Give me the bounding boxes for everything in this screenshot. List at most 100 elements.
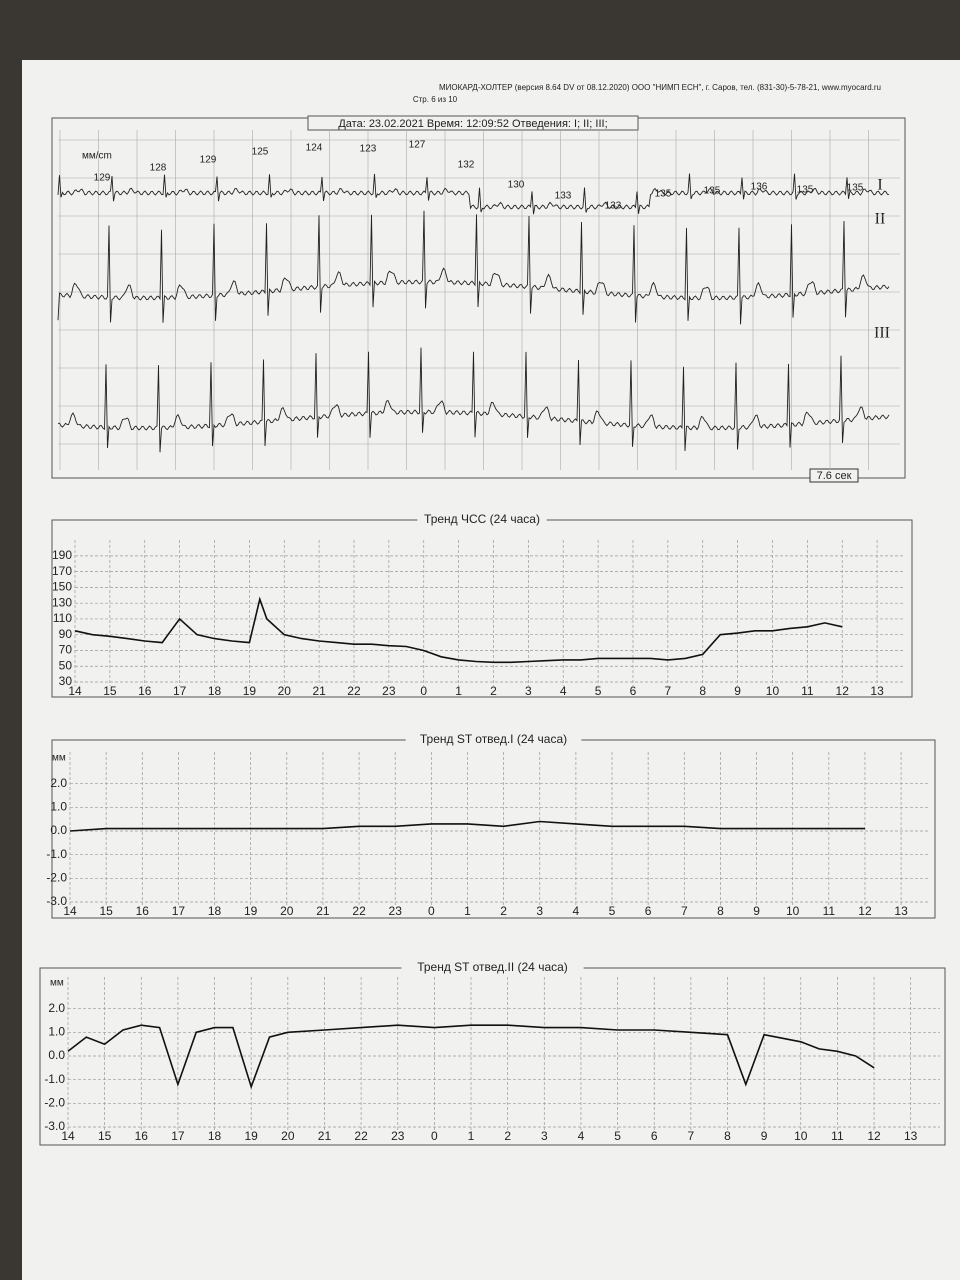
x-tick-label: 19 bbox=[243, 684, 257, 698]
hr-label: 125 bbox=[252, 147, 269, 158]
y-tick-label: 130 bbox=[52, 595, 72, 609]
x-tick-label: 17 bbox=[173, 684, 187, 698]
x-tick-label: 2 bbox=[504, 1129, 511, 1143]
hr-label: 124 bbox=[306, 143, 323, 154]
y-tick-label: 190 bbox=[52, 548, 72, 562]
lead-label: I bbox=[877, 177, 882, 194]
x-tick-label: 4 bbox=[560, 684, 567, 698]
header-page: Стр. 6 из 10 bbox=[413, 95, 458, 104]
x-tick-label: 12 bbox=[858, 904, 872, 918]
y-tick-label: -2.0 bbox=[44, 1096, 65, 1110]
x-tick-label: 8 bbox=[724, 1129, 731, 1143]
title-bg bbox=[417, 514, 547, 526]
hr-label: 127 bbox=[409, 140, 426, 151]
y-tick-label: -2.0 bbox=[46, 871, 67, 885]
ecg-info-box bbox=[307, 115, 639, 131]
x-tick-label: 16 bbox=[135, 1129, 149, 1143]
x-tick-label: 6 bbox=[645, 904, 652, 918]
x-tick-label: 4 bbox=[573, 904, 580, 918]
hr-label: 123 bbox=[360, 144, 377, 155]
x-tick-label: 9 bbox=[753, 904, 760, 918]
x-tick-label: 8 bbox=[699, 684, 706, 698]
x-tick-label: 2 bbox=[490, 684, 497, 698]
hr-label: 136 bbox=[751, 182, 768, 193]
x-tick-label: 0 bbox=[431, 1129, 438, 1143]
x-tick-label: 5 bbox=[614, 1129, 621, 1143]
x-tick-label: 21 bbox=[312, 684, 326, 698]
y-tick-label: -1.0 bbox=[46, 847, 67, 861]
y-tick-label: 150 bbox=[52, 580, 72, 594]
chart-title: Тренд ЧСС (24 часа) bbox=[424, 512, 540, 526]
lead-label: II bbox=[875, 211, 886, 228]
y-tick-label: 70 bbox=[59, 643, 73, 657]
x-tick-label: 9 bbox=[734, 684, 741, 698]
x-tick-label: 13 bbox=[870, 684, 884, 698]
x-tick-label: 11 bbox=[823, 904, 836, 918]
x-tick-label: 7 bbox=[665, 684, 672, 698]
x-tick-label: 6 bbox=[651, 1129, 658, 1143]
ecg-info: Дата: 23.02.2021 Время: 12:09:52 Отведен… bbox=[338, 118, 607, 130]
x-tick-label: 14 bbox=[61, 1129, 75, 1143]
x-tick-label: 18 bbox=[208, 904, 222, 918]
x-tick-label: 17 bbox=[171, 1129, 185, 1143]
ecg-trace bbox=[57, 173, 890, 215]
x-tick-label: 5 bbox=[595, 684, 602, 698]
hr-label: 129 bbox=[94, 173, 111, 184]
x-tick-label: 1 bbox=[464, 904, 471, 918]
ecg-scale: мм/cm bbox=[82, 151, 112, 162]
x-tick-label: 12 bbox=[867, 1129, 881, 1143]
x-tick-label: 18 bbox=[208, 684, 222, 698]
x-tick-label: 19 bbox=[245, 1129, 259, 1143]
x-tick-label: 16 bbox=[138, 684, 152, 698]
y-tick-label: 170 bbox=[52, 564, 72, 578]
y-tick-label: 30 bbox=[59, 674, 73, 688]
hr-label: 135 bbox=[797, 185, 814, 196]
x-tick-label: 19 bbox=[244, 904, 258, 918]
x-tick-label: 14 bbox=[68, 684, 82, 698]
x-tick-label: 12 bbox=[836, 684, 850, 698]
y-tick-label: 0.0 bbox=[48, 1048, 65, 1062]
x-tick-label: 14 bbox=[63, 904, 77, 918]
hr-label: 133 bbox=[555, 191, 572, 202]
x-tick-label: 20 bbox=[280, 904, 294, 918]
hr-label: 130 bbox=[508, 180, 525, 191]
ecg-trace bbox=[57, 347, 890, 453]
y-axis-label: мм bbox=[50, 978, 64, 989]
x-tick-label: 8 bbox=[717, 904, 724, 918]
y-tick-label: 90 bbox=[59, 627, 73, 641]
x-tick-label: 3 bbox=[541, 1129, 548, 1143]
hr-label: 128 bbox=[150, 163, 167, 174]
y-tick-label: 110 bbox=[53, 611, 72, 625]
y-tick-label: -3.0 bbox=[44, 1119, 65, 1133]
x-tick-label: 7 bbox=[688, 1129, 695, 1143]
x-tick-label: 10 bbox=[786, 904, 800, 918]
x-tick-label: 23 bbox=[391, 1129, 405, 1143]
x-tick-label: 1 bbox=[455, 684, 462, 698]
x-tick-label: 1 bbox=[468, 1129, 475, 1143]
x-tick-label: 10 bbox=[766, 684, 780, 698]
x-tick-label: 21 bbox=[318, 1129, 332, 1143]
hr-label: 129 bbox=[200, 155, 217, 166]
x-tick-label: 22 bbox=[354, 1129, 368, 1143]
y-tick-label: 2.0 bbox=[50, 776, 67, 790]
y-tick-label: 1.0 bbox=[50, 800, 67, 814]
x-tick-label: 20 bbox=[278, 684, 292, 698]
x-tick-label: 5 bbox=[609, 904, 616, 918]
x-tick-label: 0 bbox=[428, 904, 435, 918]
x-tick-label: 11 bbox=[831, 1129, 844, 1143]
y-tick-label: -1.0 bbox=[44, 1072, 65, 1086]
x-tick-label: 17 bbox=[172, 904, 186, 918]
y-tick-label: -3.0 bbox=[46, 894, 67, 908]
x-tick-label: 6 bbox=[630, 684, 637, 698]
y-axis-label: мм bbox=[52, 753, 66, 764]
x-tick-label: 20 bbox=[281, 1129, 295, 1143]
x-tick-label: 22 bbox=[347, 684, 361, 698]
x-tick-label: 13 bbox=[894, 904, 908, 918]
x-tick-label: 9 bbox=[761, 1129, 768, 1143]
trend-line bbox=[69, 820, 865, 832]
x-tick-label: 2 bbox=[500, 904, 507, 918]
x-tick-label: 4 bbox=[578, 1129, 585, 1143]
x-tick-label: 23 bbox=[389, 904, 403, 918]
